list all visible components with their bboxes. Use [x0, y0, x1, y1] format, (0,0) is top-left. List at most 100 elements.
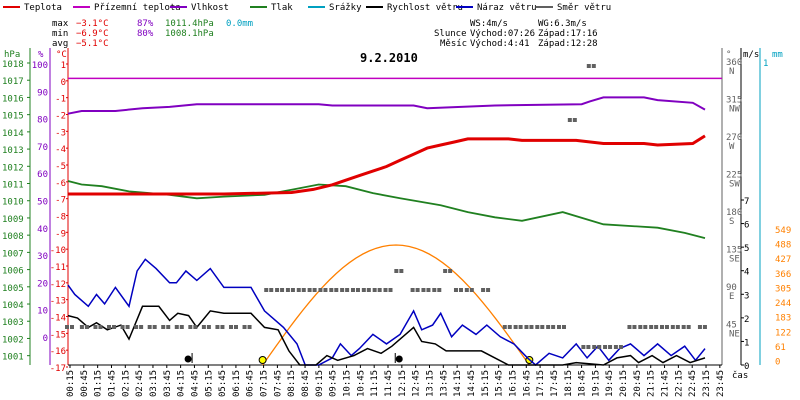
ms-tick-label: 1 — [744, 338, 749, 348]
legend-label: Teplota — [24, 3, 62, 13]
wind-direction-mark — [586, 345, 591, 349]
legend-label: Vlhkost — [191, 3, 229, 13]
wind-direction-mark — [70, 325, 74, 329]
hpa-tick-label: 1009 — [2, 215, 24, 225]
ms-tick-label: 7 — [744, 197, 749, 207]
wind-direction-mark — [546, 325, 551, 329]
wind-direction-mark — [686, 325, 691, 329]
wind-direction-mark — [377, 288, 382, 292]
wind-direction-mark — [432, 288, 437, 292]
temp-tick-label: -4 — [55, 145, 66, 155]
wind-direction-mark — [152, 325, 157, 329]
moon-set: Západ:12:28 — [538, 39, 598, 49]
wind-direction-mark — [675, 325, 680, 329]
hpa-tick-label: 1015 — [2, 112, 24, 122]
wind-direction-mark — [166, 325, 171, 329]
temp-tick-label: -10 — [50, 246, 66, 256]
temp-tick-label: -7 — [55, 196, 66, 206]
hpa-tick-label: 1010 — [2, 198, 24, 208]
dir-tick-label: 270 — [726, 133, 742, 143]
stat-max-temp: −3.1°C — [76, 19, 109, 29]
legend-item-prizemni-teplota: Přízemní teplota — [73, 3, 181, 13]
temp-tick-label: -5 — [55, 162, 66, 172]
hpa-tick-label: 1016 — [2, 94, 24, 104]
wind-direction-mark — [507, 325, 512, 329]
mm-tick-label: 183 — [775, 314, 791, 324]
x-tick-label: 23:15 — [702, 370, 712, 397]
x-tick-label: 18:15 — [564, 370, 574, 397]
pct-tick-label: 30 — [37, 252, 48, 262]
mm-tick-label: 244 — [775, 299, 791, 309]
dir-tick-dir: NE — [729, 330, 740, 340]
wind-direction-mark — [233, 325, 238, 329]
temp-tick-label: -15 — [50, 330, 66, 340]
pct-tick-label: 70 — [37, 143, 48, 153]
stat-max-press: 1011.4hPa — [165, 19, 214, 29]
wind-direction-mark — [518, 325, 523, 329]
moon-label: Měsíc — [440, 39, 467, 49]
temp-tick-label: -8 — [55, 213, 66, 223]
wind-direction-mark — [206, 325, 211, 329]
wind-direction-mark — [410, 288, 415, 292]
legend-label: Směr větru — [557, 3, 611, 13]
moon-rise: Východ:4:41 — [470, 39, 530, 49]
x-tick-label: 04:45 — [190, 370, 200, 397]
legend-label: Přízemní teplota — [94, 3, 181, 13]
wind-direction-mark — [247, 325, 252, 329]
wind-direction-mark — [603, 345, 608, 349]
x-tick-label: 08:15 — [287, 370, 297, 397]
wind-direction-mark — [608, 345, 613, 349]
wind-direction-mark — [415, 288, 420, 292]
dir-tick-label: 90 — [726, 283, 737, 293]
wind-direction-mark — [174, 325, 179, 329]
mm-tick-label: 0 — [775, 358, 780, 368]
wind-direction-mark — [458, 288, 463, 292]
wind-direction-mark — [329, 288, 334, 292]
wind-direction-mark — [502, 325, 507, 329]
mm-tick-label: 61 — [775, 343, 786, 353]
ms-tick-label: 3 — [744, 291, 749, 301]
hpa-tick-label: 1008 — [2, 232, 24, 242]
legend-item-naraz-vetru: Náraz větru — [456, 3, 537, 13]
mm-tick-label: 427 — [775, 255, 791, 265]
wind-direction-mark — [290, 288, 295, 292]
pct-tick-label: 100 — [32, 61, 48, 71]
x-tick-label: 17:45 — [550, 370, 560, 397]
x-tick-label: 03:45 — [163, 370, 173, 397]
wind-direction-mark — [394, 269, 399, 273]
wind-direction-mark — [697, 325, 702, 329]
x-tick-label: 09:15 — [315, 370, 325, 397]
x-tick-label: 16:15 — [508, 370, 518, 397]
x-tick-label: 05:45 — [218, 370, 228, 397]
wind-direction-mark — [220, 325, 225, 329]
dir-tick-dir: SW — [729, 180, 740, 190]
dir-tick-dir: NW — [729, 105, 740, 115]
x-tick-label: 20:15 — [619, 370, 629, 397]
legend-item-smer-vetru: Směr větru — [536, 3, 611, 13]
wind-ws: WS:4m/s — [470, 19, 508, 29]
wind-direction-mark — [592, 345, 597, 349]
wind-direction-mark — [659, 325, 664, 329]
wind-direction-mark — [513, 325, 518, 329]
unit-pct: % — [38, 50, 44, 60]
plot-area — [65, 64, 722, 366]
wind-direction-mark — [112, 325, 117, 329]
stat-min-temp: −6.9°C — [76, 29, 109, 39]
wind-direction-mark — [285, 288, 290, 292]
wind-direction-mark — [649, 325, 654, 329]
x-tick-label: 08:45 — [301, 370, 311, 397]
pct-tick-label: 60 — [37, 170, 48, 180]
x-tick-label: 10:45 — [356, 370, 366, 397]
wind-direction-mark — [638, 325, 643, 329]
temp-tick-label: -1 — [55, 95, 66, 105]
stat-max-label: max — [52, 19, 69, 29]
stat-min-label: min — [52, 29, 68, 39]
wind-direction-mark — [572, 118, 577, 122]
legend-label: Srážky — [329, 3, 362, 13]
ms-tick-label: 2 — [744, 315, 749, 325]
wind-direction-mark — [561, 325, 566, 329]
x-tick-label: 11:15 — [370, 370, 380, 397]
x-tick-label: 22:45 — [688, 370, 698, 397]
wind-direction-mark — [469, 288, 474, 292]
sun-set: Západ:17:16 — [538, 29, 598, 39]
